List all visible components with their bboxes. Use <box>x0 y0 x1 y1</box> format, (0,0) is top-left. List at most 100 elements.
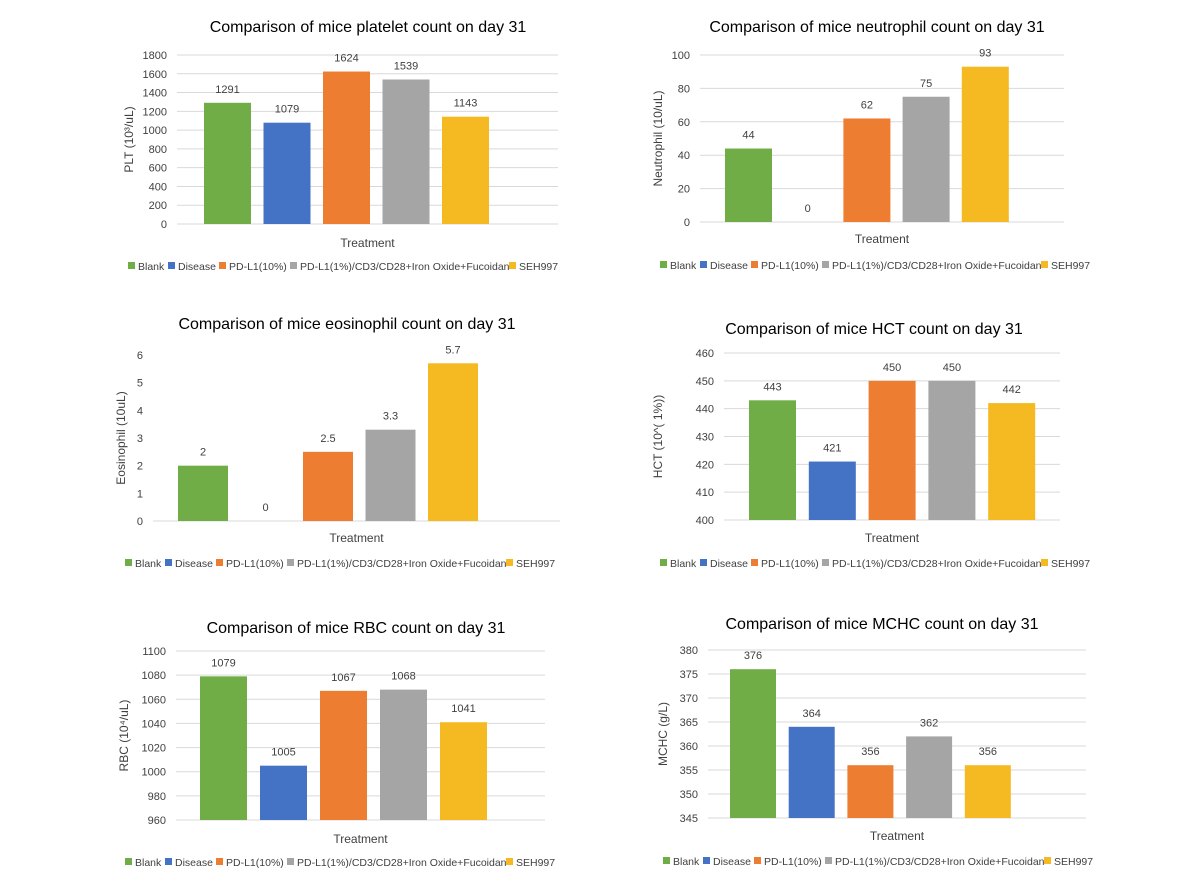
y-tick-label: 355 <box>680 765 698 777</box>
y-tick-label: 4 <box>137 405 143 417</box>
legend-pdl1-1-combo: PD-L1(1%)/CD3/CD28+Iron Oxide+Fucoidan <box>832 558 1042 570</box>
legend-blank: Blank <box>673 856 700 868</box>
x-axis-label: Treatment <box>870 829 925 843</box>
legend-swatch <box>822 559 829 566</box>
bar-pdl1-1-combo <box>902 96 950 222</box>
y-axis-label: RBC (10⁴/uL) <box>117 700 131 772</box>
data-label: 443 <box>763 381 781 393</box>
bar-pdl1-10 <box>847 765 894 818</box>
data-label: 44 <box>742 130 754 142</box>
bar-pdl1-1-combo <box>380 689 427 820</box>
y-tick-label: 1020 <box>142 743 166 755</box>
y-tick-label: 100 <box>672 50 690 62</box>
bar-pdl1-10 <box>868 380 916 520</box>
legend-disease: Disease <box>175 558 213 570</box>
data-label: 1079 <box>211 657 235 669</box>
y-tick-label: 1400 <box>143 88 167 100</box>
bar-pdl1-1-combo <box>928 380 976 520</box>
y-tick-label: 980 <box>148 791 166 803</box>
chart-title: Comparison of mice platelet count on day… <box>210 19 527 36</box>
data-label: 3.3 <box>383 411 398 423</box>
y-tick-label: 1800 <box>143 50 167 62</box>
legend-pdl1-10: PD-L1(10%) <box>761 260 819 272</box>
bar-disease <box>260 765 307 820</box>
y-tick-label: 200 <box>149 200 167 212</box>
legend-swatch <box>125 559 132 566</box>
x-axis-label: Treatment <box>329 531 384 545</box>
y-tick-label: 20 <box>678 184 690 196</box>
y-tick-label: 400 <box>696 515 714 527</box>
y-tick-label: 1100 <box>142 646 166 658</box>
data-label: 2 <box>200 447 206 459</box>
legend-swatch <box>128 262 135 269</box>
data-label: 1068 <box>391 671 415 683</box>
bar-disease <box>263 122 311 224</box>
legend-swatch <box>165 559 172 566</box>
bar-pdl1-10 <box>303 451 353 521</box>
legend-swatch <box>168 262 175 269</box>
y-tick-label: 80 <box>678 83 690 95</box>
data-label: 356 <box>979 746 997 758</box>
bar-blank <box>749 400 796 520</box>
y-tick-label: 1080 <box>142 670 166 682</box>
legend-pdl1-10: PD-L1(10%) <box>226 857 284 869</box>
y-tick-label: 420 <box>696 459 714 471</box>
y-tick-label: 1000 <box>143 125 167 137</box>
data-label: 62 <box>861 99 873 111</box>
legend-swatch <box>219 262 226 269</box>
chart-title: Comparison of mice RBC count on day 31 <box>207 620 506 637</box>
y-tick-label: 5 <box>137 378 143 390</box>
data-label: 1539 <box>394 61 418 73</box>
legend-swatch <box>700 559 707 566</box>
legend-pdl1-1-combo: PD-L1(1%)/CD3/CD28+Iron Oxide+Fucoidan <box>835 856 1045 868</box>
legend-swatch <box>751 261 758 268</box>
bar-pdl1-1-combo <box>382 79 430 224</box>
legend-swatch <box>822 261 829 268</box>
y-tick-label: 0 <box>161 219 167 231</box>
legend-seh997: SEH997 <box>1051 260 1090 272</box>
x-axis-label: Treatment <box>865 531 920 545</box>
legend-swatch <box>165 858 172 865</box>
legend-seh997: SEH997 <box>1054 856 1093 868</box>
y-tick-label: 1600 <box>143 69 167 81</box>
data-label: 1624 <box>334 53 358 65</box>
y-tick-label: 430 <box>696 432 714 444</box>
data-label: 364 <box>803 708 821 720</box>
data-label: 75 <box>920 78 932 90</box>
legend-swatch <box>509 262 516 269</box>
y-tick-label: 350 <box>680 789 698 801</box>
data-label: 5.7 <box>445 344 460 356</box>
data-label: 356 <box>861 746 879 758</box>
legend-swatch <box>1041 559 1048 566</box>
data-label: 93 <box>979 48 991 60</box>
y-tick-label: 2 <box>137 461 143 473</box>
data-label: 450 <box>943 362 961 374</box>
y-tick-label: 410 <box>696 487 714 499</box>
legend-disease: Disease <box>713 856 751 868</box>
data-label: 1143 <box>454 98 478 110</box>
bar-seh997 <box>440 722 487 820</box>
legend-swatch <box>506 858 513 865</box>
legend-seh997: SEH997 <box>1051 558 1090 570</box>
x-axis-label: Treatment <box>340 236 395 250</box>
legend-swatch <box>506 559 513 566</box>
legend-blank: Blank <box>670 558 697 570</box>
y-tick-label: 960 <box>148 815 166 827</box>
legend-blank: Blank <box>670 260 697 272</box>
legend-pdl1-10: PD-L1(10%) <box>761 558 819 570</box>
y-axis-label: Eosinophil (10uL) <box>114 391 128 484</box>
legend-swatch <box>1044 857 1051 864</box>
chart-title: Comparison of mice eosinophil count on d… <box>178 316 515 333</box>
bar-seh997 <box>988 403 1036 520</box>
bar-seh997 <box>961 66 1009 222</box>
x-axis-label: Treatment <box>855 232 910 246</box>
legend-swatch <box>287 858 294 865</box>
y-tick-label: 370 <box>680 693 698 705</box>
y-tick-label: 400 <box>149 181 167 193</box>
legend-disease: Disease <box>710 558 748 570</box>
